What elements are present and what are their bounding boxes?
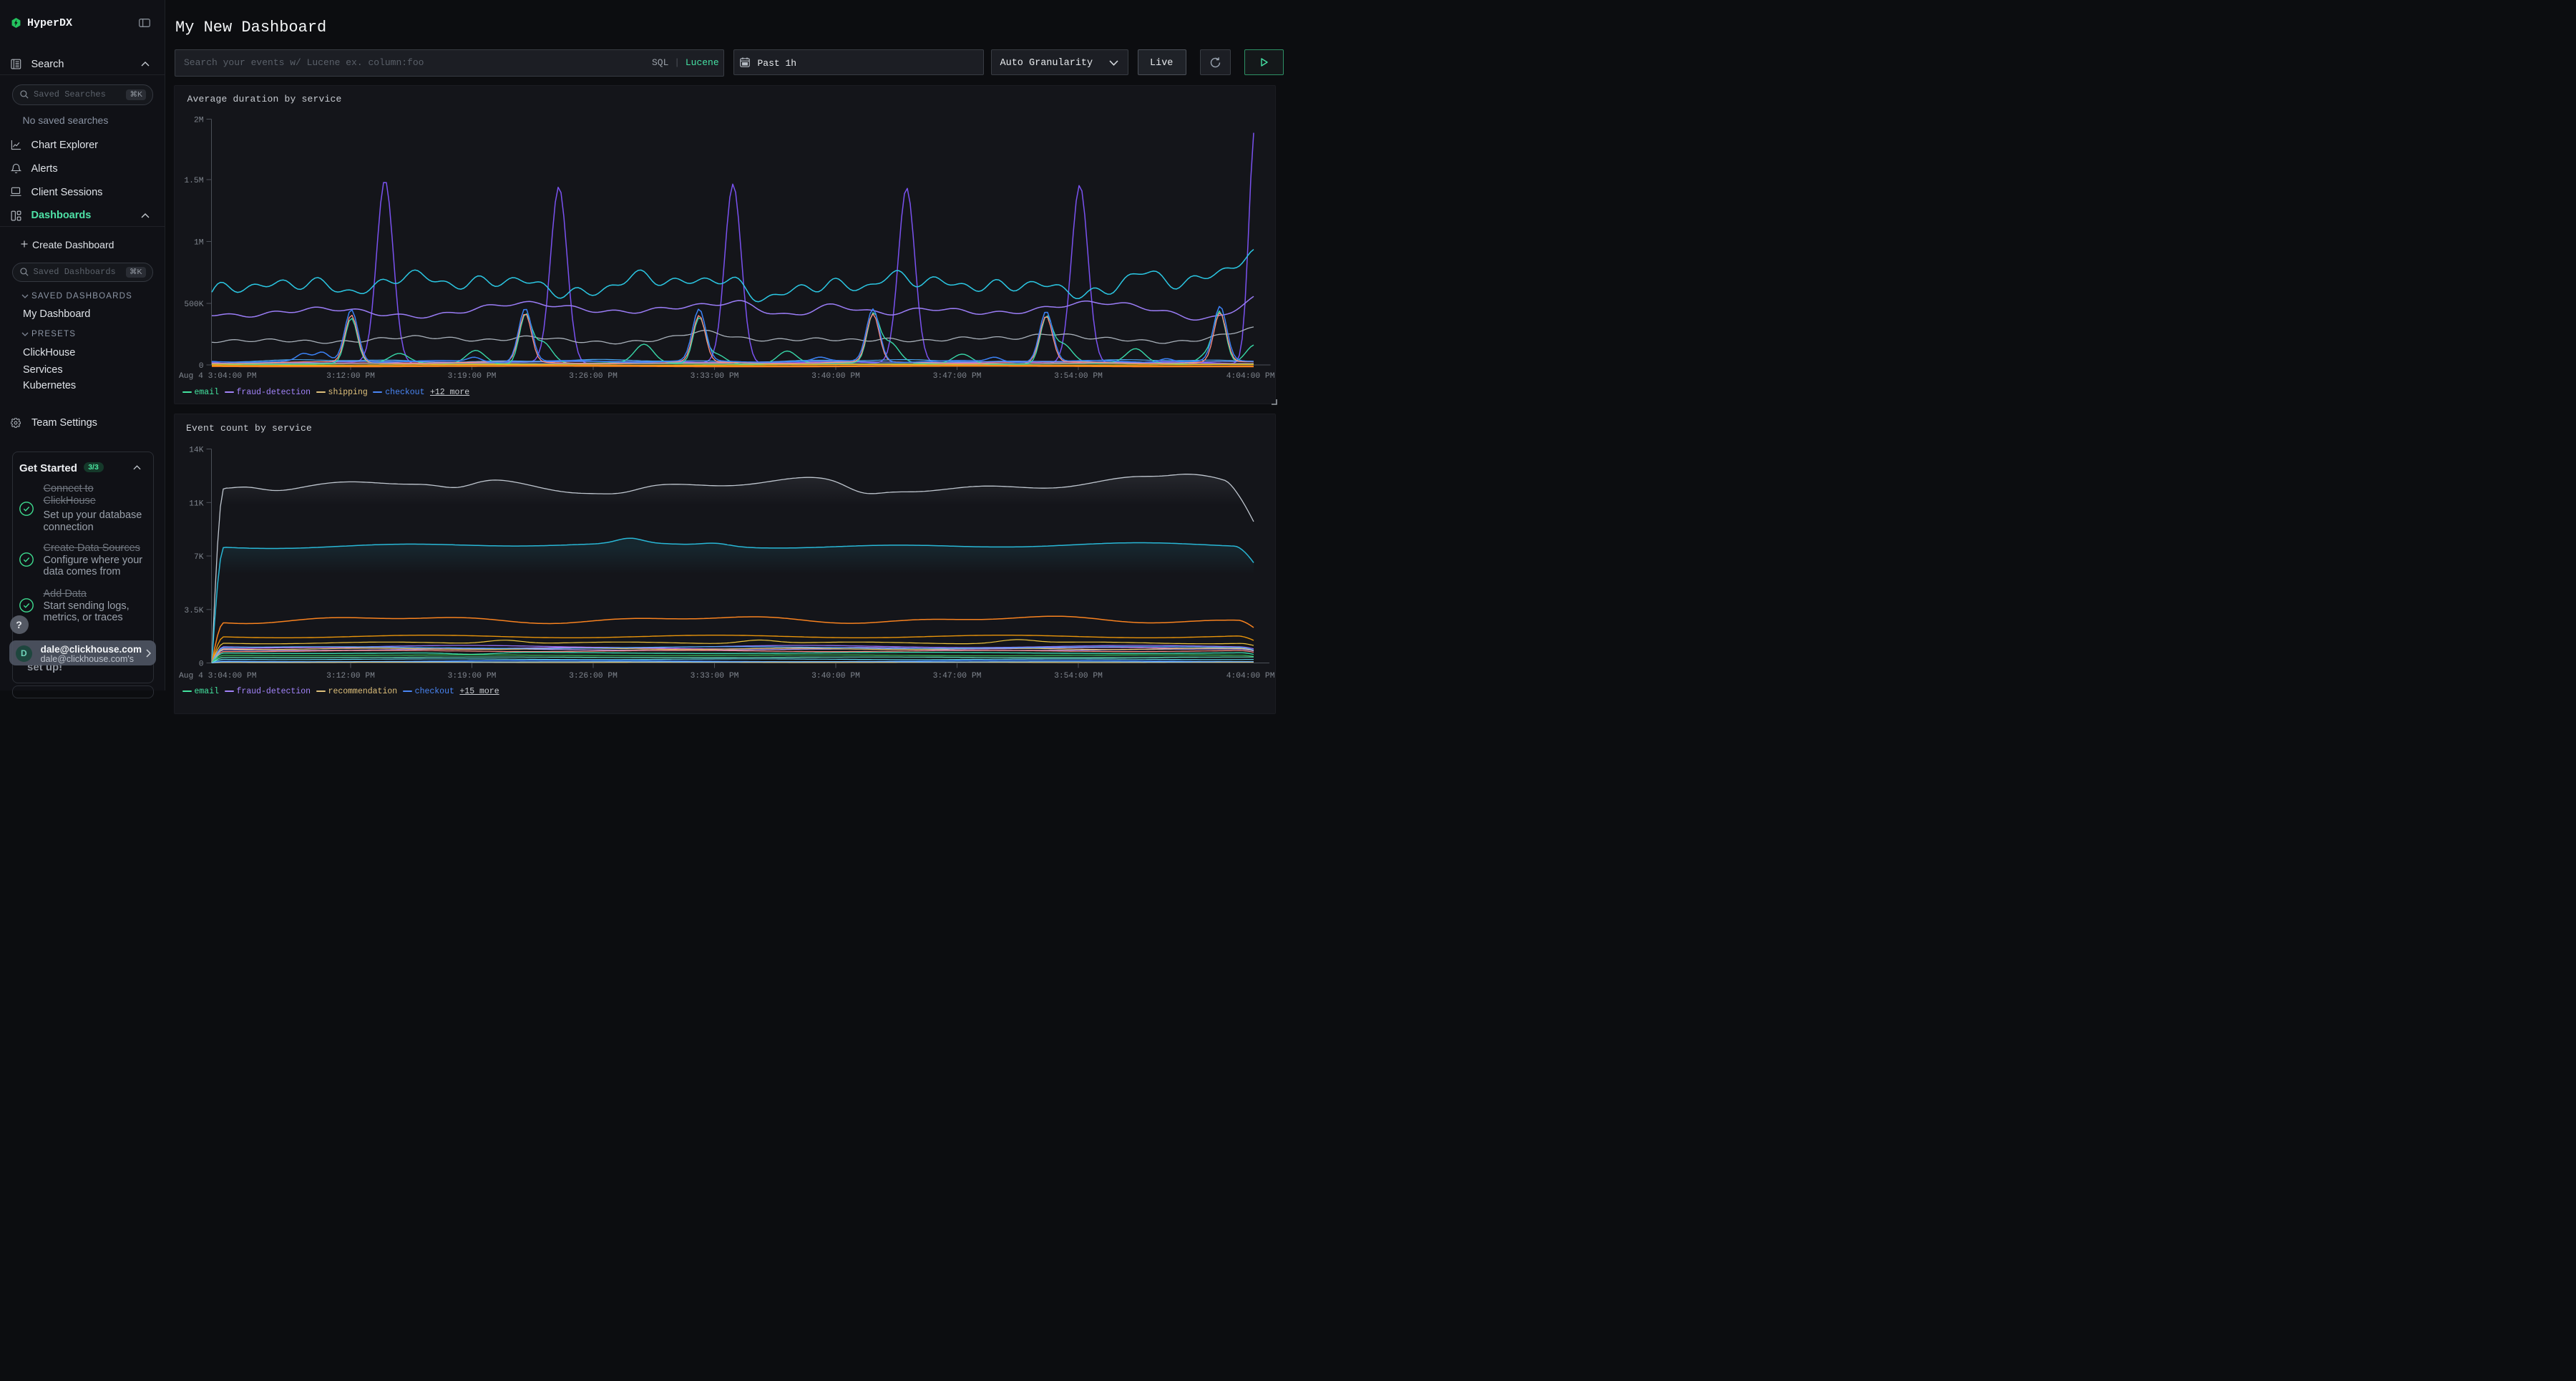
svg-text:14K: 14K: [189, 446, 204, 455]
svg-text:1.5M: 1.5M: [184, 177, 203, 185]
svg-text:3:54:00 PM: 3:54:00 PM: [1054, 672, 1103, 680]
svg-text:Aug 4 3:04:00 PM: Aug 4 3:04:00 PM: [179, 372, 257, 381]
svg-text:3:26:00 PM: 3:26:00 PM: [569, 372, 618, 381]
svg-text:3:26:00 PM: 3:26:00 PM: [569, 672, 618, 680]
svg-text:Aug 4 3:04:00 PM: Aug 4 3:04:00 PM: [179, 672, 257, 680]
svg-text:3:40:00 PM: 3:40:00 PM: [811, 672, 860, 680]
svg-text:11K: 11K: [189, 499, 204, 508]
svg-text:3:33:00 PM: 3:33:00 PM: [691, 372, 739, 381]
svg-text:3:54:00 PM: 3:54:00 PM: [1054, 372, 1103, 381]
svg-text:2M: 2M: [194, 116, 204, 125]
svg-text:0: 0: [199, 660, 204, 669]
svg-text:3:33:00 PM: 3:33:00 PM: [691, 672, 739, 680]
svg-text:3:47:00 PM: 3:47:00 PM: [933, 672, 982, 680]
svg-text:0: 0: [199, 362, 204, 371]
svg-text:3:12:00 PM: 3:12:00 PM: [326, 672, 375, 680]
svg-text:1M: 1M: [194, 238, 204, 247]
svg-text:4:04:00 PM: 4:04:00 PM: [1226, 372, 1275, 381]
svg-text:3:40:00 PM: 3:40:00 PM: [811, 372, 860, 381]
svg-text:7K: 7K: [194, 553, 204, 562]
svg-text:3:19:00 PM: 3:19:00 PM: [448, 372, 497, 381]
svg-text:500K: 500K: [184, 301, 203, 309]
svg-text:3:12:00 PM: 3:12:00 PM: [326, 372, 375, 381]
svg-text:4:04:00 PM: 4:04:00 PM: [1226, 672, 1275, 680]
svg-text:3:47:00 PM: 3:47:00 PM: [933, 372, 982, 381]
svg-text:3.5K: 3.5K: [184, 607, 203, 615]
svg-text:3:19:00 PM: 3:19:00 PM: [448, 672, 497, 680]
